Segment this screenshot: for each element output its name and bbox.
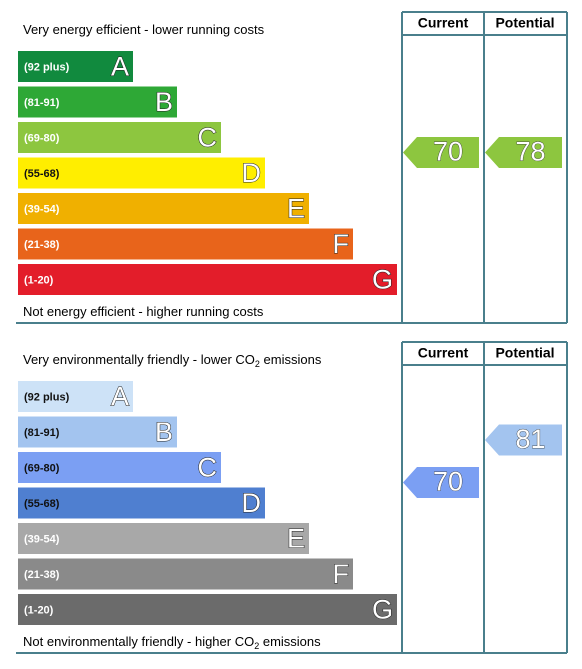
text-part: Not energy efficient - higher running co… bbox=[23, 304, 264, 319]
current-arrow bbox=[403, 137, 479, 168]
rating-band bbox=[18, 416, 177, 448]
band-range: (55-68) bbox=[24, 168, 60, 180]
text-part: Not environmentally friendly - higher CO bbox=[23, 634, 254, 649]
band-range: (92 plus) bbox=[24, 61, 70, 73]
band-range: (92 plus) bbox=[24, 391, 70, 403]
band-letter: F bbox=[333, 229, 350, 259]
band-letter: G bbox=[372, 595, 393, 625]
rating-panel: Current Potential Very environmentally fri… bbox=[16, 341, 568, 654]
rating-band bbox=[18, 487, 265, 519]
current-arrow bbox=[403, 467, 479, 498]
band-range: (1-20) bbox=[24, 274, 54, 286]
text-part: Very environmentally friendly - lower CO bbox=[23, 352, 255, 367]
band-range: (39-54) bbox=[24, 203, 60, 215]
band-range: (1-20) bbox=[24, 604, 54, 616]
band-range: (81-91) bbox=[24, 427, 60, 439]
rating-band bbox=[18, 122, 221, 153]
text-part: 2 bbox=[255, 359, 260, 369]
band-letter: F bbox=[333, 559, 350, 589]
rating-band bbox=[18, 193, 309, 224]
text-part: 2 bbox=[254, 641, 259, 651]
bottom-caption: Not energy efficient - higher running co… bbox=[23, 304, 264, 319]
column-header: Current bbox=[418, 15, 469, 31]
top-caption: Very environmentally friendly - lower CO… bbox=[23, 352, 322, 369]
rating-panel: Current Potential Very energy efficient - … bbox=[16, 11, 568, 324]
band-range: (69-80) bbox=[24, 132, 60, 144]
rating-band bbox=[18, 594, 397, 625]
potential-value: 81 bbox=[515, 424, 545, 454]
text-part: emissions bbox=[260, 352, 322, 367]
band-range: (81-91) bbox=[24, 97, 60, 109]
top-caption: Very energy efficient - lower running co… bbox=[23, 22, 265, 37]
potential-arrow bbox=[485, 137, 562, 168]
band-range: (39-54) bbox=[24, 533, 60, 545]
text-part: emissions bbox=[259, 634, 321, 649]
column-header: Current bbox=[418, 345, 469, 361]
band-letter: D bbox=[242, 158, 262, 188]
band-range: (55-68) bbox=[24, 498, 60, 510]
band-range: (21-38) bbox=[24, 239, 60, 251]
band-letter: E bbox=[287, 194, 305, 224]
band-letter: C bbox=[198, 453, 218, 483]
current-value: 70 bbox=[433, 137, 463, 167]
column-header: Potential bbox=[495, 15, 554, 31]
band-letter: A bbox=[111, 52, 129, 82]
potential-arrow bbox=[485, 424, 562, 456]
rating-band bbox=[18, 86, 177, 118]
rating-band bbox=[18, 264, 397, 295]
potential-value: 78 bbox=[515, 137, 545, 167]
band-letter: D bbox=[242, 488, 262, 518]
column-header: Potential bbox=[495, 345, 554, 361]
band-letter: C bbox=[198, 123, 218, 153]
rating-band bbox=[18, 157, 265, 189]
rating-band bbox=[18, 452, 221, 483]
rating-band bbox=[18, 381, 133, 412]
band-letter: A bbox=[111, 382, 129, 412]
band-range: (21-38) bbox=[24, 569, 60, 581]
current-value: 70 bbox=[433, 467, 463, 497]
band-letter: B bbox=[155, 87, 173, 117]
rating-band bbox=[18, 228, 353, 260]
rating-band bbox=[18, 51, 133, 82]
band-letter: B bbox=[155, 417, 173, 447]
bottom-caption: Not environmentally friendly - higher CO… bbox=[23, 634, 321, 651]
rating-band bbox=[18, 523, 309, 554]
text-part: Very energy efficient - lower running co… bbox=[23, 22, 265, 37]
rating-band bbox=[18, 558, 353, 590]
band-letter: E bbox=[287, 524, 305, 554]
band-range: (69-80) bbox=[24, 462, 60, 474]
band-letter: G bbox=[372, 265, 393, 295]
